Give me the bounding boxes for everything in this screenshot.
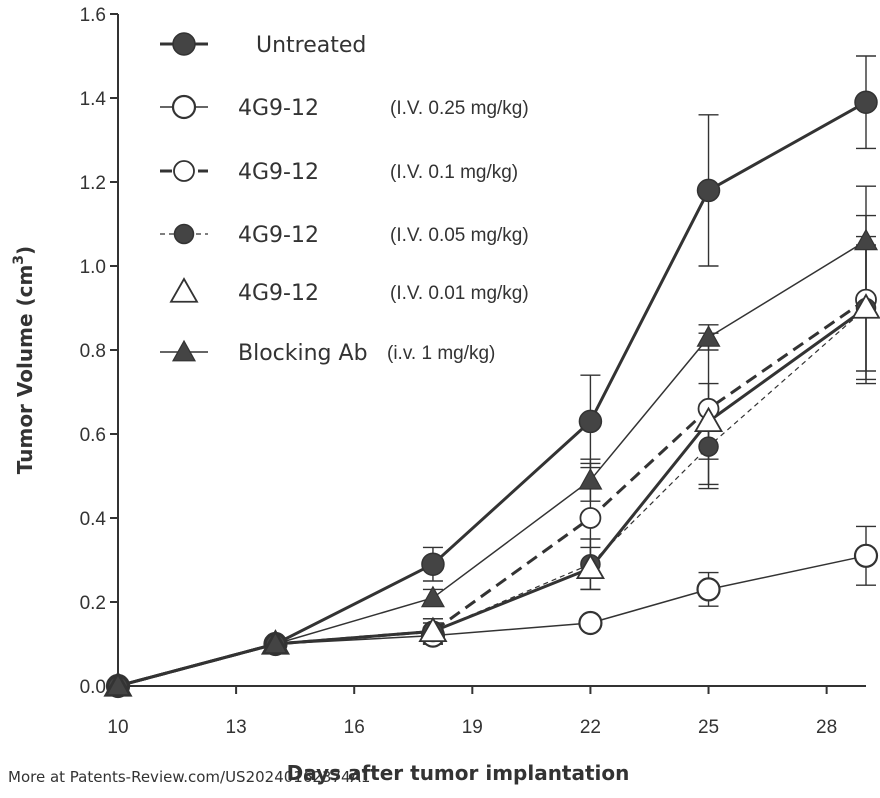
series-line-3 bbox=[118, 308, 866, 686]
data-point-s2 bbox=[580, 508, 600, 528]
data-point-s1 bbox=[698, 578, 720, 600]
data-point-s5 bbox=[855, 230, 877, 250]
legend-dose-2: (I.V. 0.1 mg/kg) bbox=[390, 162, 518, 183]
legend-dose-4: (I.V. 0.01 mg/kg) bbox=[390, 283, 529, 304]
legend-dose-5: (i.v. 1 mg/kg) bbox=[387, 343, 495, 364]
data-point-s1 bbox=[855, 545, 877, 567]
series-line-0 bbox=[118, 102, 866, 686]
y-tick-label: 1.4 bbox=[80, 89, 107, 110]
y-tick-label: 1.6 bbox=[80, 5, 106, 26]
legend-label-1: 4G9-12 bbox=[238, 96, 319, 121]
y-tick-label: 1.0 bbox=[80, 257, 106, 278]
data-point-s0 bbox=[422, 553, 444, 575]
y-axis-title-close: ) bbox=[13, 246, 37, 255]
data-point-s0 bbox=[698, 179, 720, 201]
legend-dose-1: (I.V. 0.25 mg/kg) bbox=[390, 98, 529, 119]
y-tick-label: 0.2 bbox=[80, 593, 106, 614]
series-line-1 bbox=[118, 556, 866, 686]
legend-label-3: 4G9-12 bbox=[238, 223, 319, 248]
legend-marker-4 bbox=[171, 279, 197, 302]
legend: Untreated 4G9-12 (I.V. 0.25 mg/kg) 4G9-12 (I… bbox=[160, 33, 529, 366]
y-tick-label: 1.2 bbox=[80, 173, 106, 194]
data-point-s3 bbox=[699, 437, 718, 456]
x-tick-label: 28 bbox=[816, 717, 837, 738]
legend-marker-1 bbox=[173, 96, 195, 118]
x-tick-label: 16 bbox=[344, 717, 365, 738]
data-point-s5 bbox=[579, 469, 601, 489]
data-point-s0 bbox=[855, 91, 877, 113]
legend-label-4: 4G9-12 bbox=[238, 281, 319, 306]
legend-marker-5 bbox=[173, 341, 195, 361]
series-line-4 bbox=[118, 308, 866, 686]
y-axis-title: Tumor Volume (cm3) bbox=[11, 246, 37, 474]
legend-label-5: Blocking Ab bbox=[238, 341, 368, 366]
legend-marker-2 bbox=[174, 161, 194, 181]
legend-label-0: Untreated bbox=[256, 33, 366, 58]
y-axis-title-text: Tumor Volume (cm bbox=[13, 265, 37, 475]
y-axis-title-superscript: 3 bbox=[11, 255, 27, 265]
y-tick-label: 0.6 bbox=[80, 425, 106, 446]
series-line-5 bbox=[118, 241, 866, 686]
x-tick-label: 25 bbox=[698, 717, 719, 738]
x-tick-label: 19 bbox=[462, 717, 483, 738]
data-point-s1 bbox=[579, 612, 601, 634]
data-point-s0 bbox=[579, 410, 601, 432]
x-tick-label: 22 bbox=[580, 717, 601, 738]
legend-marker-0 bbox=[173, 33, 195, 55]
watermark: More at Patents-Review.com/US20240162374… bbox=[8, 768, 370, 786]
legend-marker-3 bbox=[175, 225, 194, 244]
y-tick-label: 0.4 bbox=[80, 509, 107, 530]
data-point-s5 bbox=[698, 326, 720, 346]
legend-dose-3: (I.V. 0.05 mg/kg) bbox=[390, 225, 529, 246]
legend-label-2: 4G9-12 bbox=[238, 160, 319, 185]
x-tick-label: 13 bbox=[226, 717, 247, 738]
series-lines bbox=[118, 102, 866, 686]
x-tick-label: 10 bbox=[107, 717, 128, 738]
y-tick-label: 0.0 bbox=[80, 677, 106, 698]
y-tick-label: 0.8 bbox=[80, 341, 106, 362]
